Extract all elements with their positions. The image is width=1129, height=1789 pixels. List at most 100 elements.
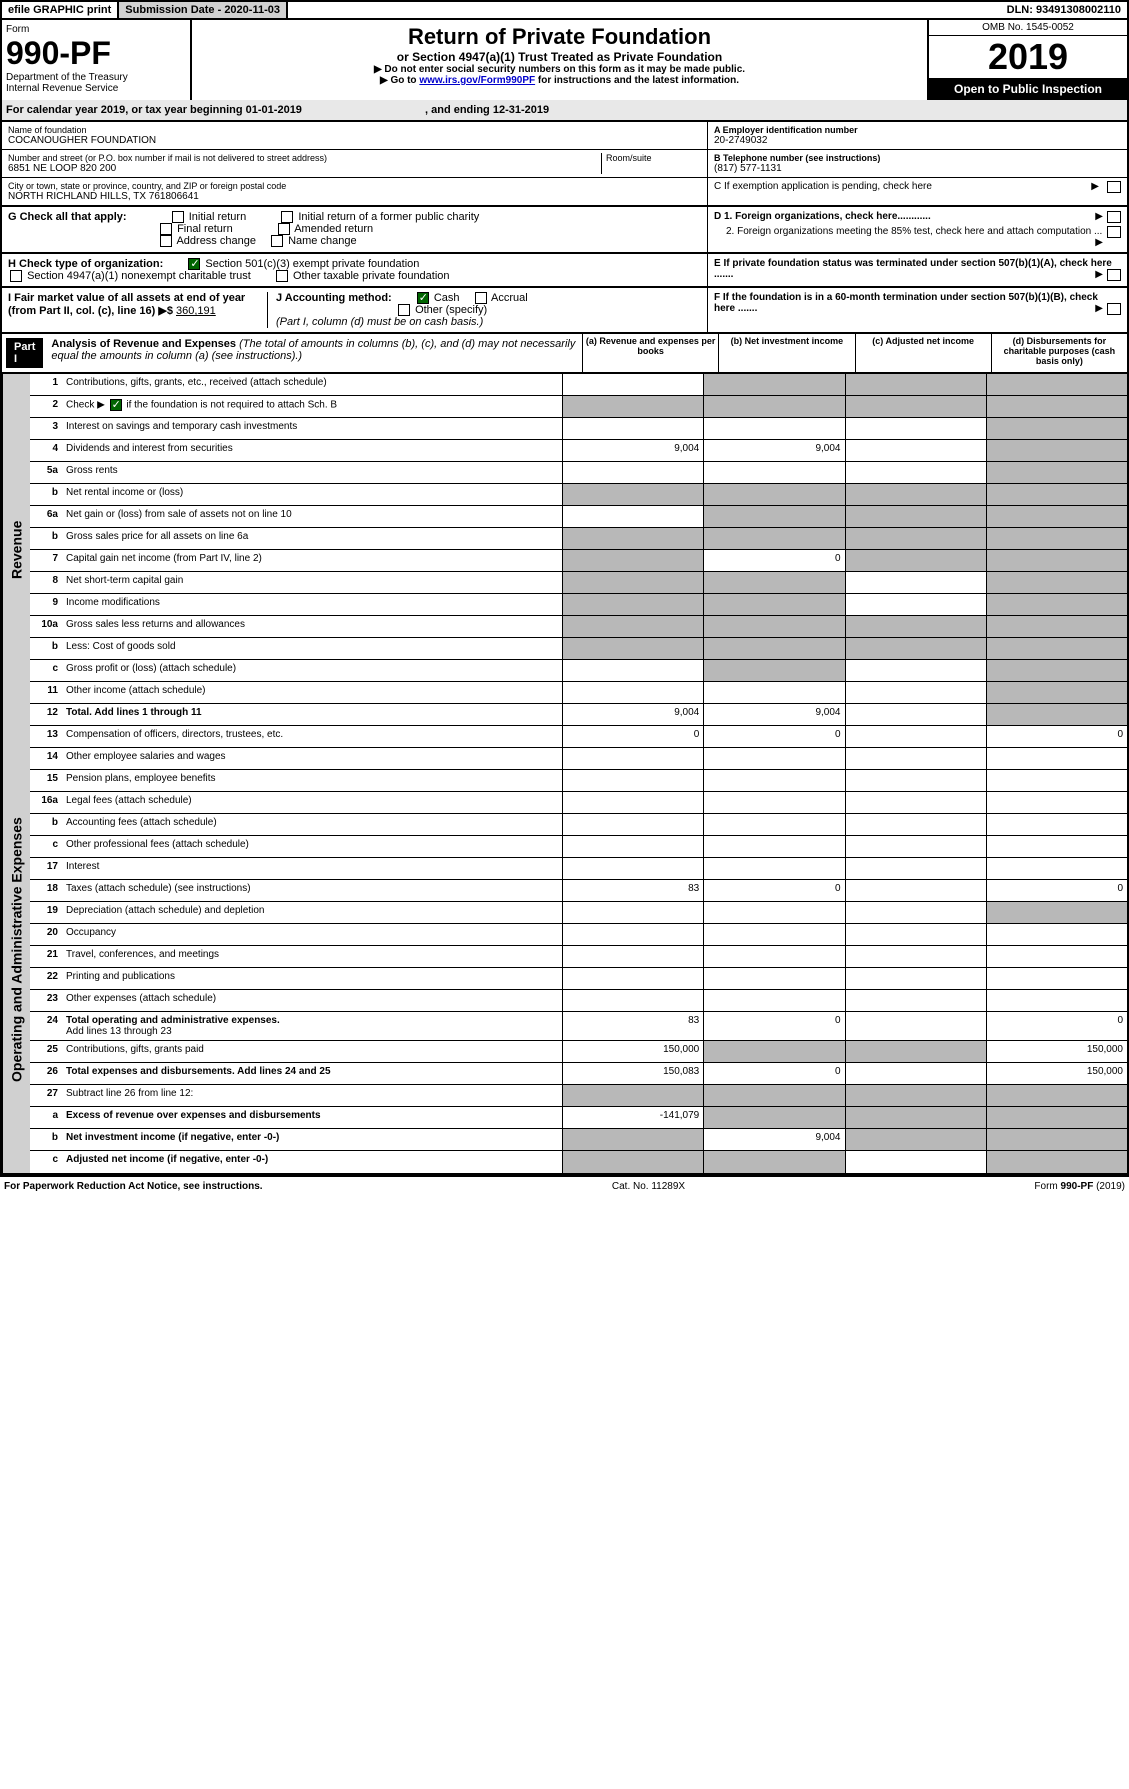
cb-4947[interactable]	[10, 270, 22, 282]
r14: Other employee salaries and wages	[62, 748, 562, 769]
cb-501c3[interactable]	[188, 258, 200, 270]
revenue-side-label: Revenue	[2, 374, 30, 726]
r27bb: 9,004	[703, 1129, 844, 1150]
r10c: Gross profit or (loss) (attach schedule)	[62, 660, 562, 681]
arrow-icon: ▶	[1095, 211, 1103, 222]
cb-namechange[interactable]	[271, 235, 283, 247]
ein-value: 20-2749032	[714, 135, 1121, 146]
r27: Subtract line 26 from line 12:	[62, 1085, 562, 1106]
footer-left: For Paperwork Reduction Act Notice, see …	[4, 1181, 263, 1192]
cb-e[interactable]	[1107, 269, 1121, 281]
r18a: 83	[562, 880, 703, 901]
r15: Pension plans, employee benefits	[62, 770, 562, 791]
ij-left: I Fair market value of all assets at end…	[2, 288, 707, 332]
r12a: 9,004	[562, 704, 703, 725]
footer-mid: Cat. No. 11289X	[612, 1181, 685, 1192]
r6b: Gross sales price for all assets on line…	[62, 528, 562, 549]
city-value: NORTH RICHLAND HILLS, TX 761806641	[8, 191, 701, 202]
r27c: Adjusted net income (if negative, enter …	[66, 1154, 268, 1165]
g-address: Address change	[176, 235, 256, 247]
addr-label: Number and street (or P.O. box number if…	[8, 153, 601, 163]
cb-d1[interactable]	[1107, 211, 1121, 223]
phone-cell: B Telephone number (see instructions) (8…	[708, 150, 1127, 178]
foundation-name: COCANOUGHER FOUNDATION	[8, 135, 701, 146]
r27aa: -141,079	[562, 1107, 703, 1128]
cb-other-tax[interactable]	[276, 270, 288, 282]
cb-address[interactable]	[160, 235, 172, 247]
cb-amended[interactable]	[278, 223, 290, 235]
r13b: 0	[703, 726, 844, 747]
r26b: 0	[703, 1063, 844, 1084]
r18b: 0	[703, 880, 844, 901]
info-left: Name of foundation COCANOUGHER FOUNDATIO…	[2, 122, 707, 205]
r8: Net short-term capital gain	[62, 572, 562, 593]
spacer	[288, 2, 1001, 18]
irs-link[interactable]: www.irs.gov/Form990PF	[419, 75, 535, 86]
col-d-header: (d) Disbursements for charitable purpose…	[991, 334, 1127, 372]
cb-initial[interactable]	[172, 211, 184, 223]
top-bar: efile GRAPHIC print Submission Date - 20…	[0, 0, 1129, 20]
c-checkbox[interactable]	[1107, 181, 1121, 193]
g-name: Name change	[288, 235, 357, 247]
phone-value: (817) 577-1131	[714, 163, 1121, 174]
f-label: F If the foundation is in a 60-month ter…	[714, 292, 1098, 314]
r13d: 0	[986, 726, 1127, 747]
e-check: E If private foundation status was termi…	[707, 254, 1127, 286]
r19: Depreciation (attach schedule) and deple…	[62, 902, 562, 923]
r18: Taxes (attach schedule) (see instruction…	[62, 880, 562, 901]
r9: Income modifications	[62, 594, 562, 615]
j-note: (Part I, column (d) must be on cash basi…	[276, 316, 483, 328]
opex-rows: 13Compensation of officers, directors, t…	[30, 726, 1127, 1173]
r12b: 9,004	[703, 704, 844, 725]
cb-f[interactable]	[1107, 303, 1121, 315]
g-checks: G Check all that apply: Initial return I…	[2, 207, 707, 252]
h-501c3: Section 501(c)(3) exempt private foundat…	[205, 258, 419, 270]
city-label: City or town, state or province, country…	[8, 181, 701, 191]
form-number: 990-PF	[6, 35, 186, 72]
r7b: 0	[703, 550, 844, 571]
d2-label: 2. Foreign organizations meeting the 85%…	[726, 226, 1102, 237]
dept: Department of the Treasury	[6, 72, 186, 83]
phone-label: B Telephone number (see instructions)	[714, 153, 1121, 163]
cb-accrual[interactable]	[475, 292, 487, 304]
opex-side-label: Operating and Administrative Expenses	[2, 726, 30, 1173]
r23: Other expenses (attach schedule)	[62, 990, 562, 1011]
r25: Contributions, gifts, grants paid	[62, 1041, 562, 1062]
efile-label[interactable]: efile GRAPHIC print	[2, 2, 119, 18]
cb-other-acct[interactable]	[398, 304, 410, 316]
r26a: 150,083	[562, 1063, 703, 1084]
calyear-end: 12-31-2019	[493, 104, 549, 116]
cb-schb[interactable]	[110, 399, 122, 411]
r13: Compensation of officers, directors, tru…	[62, 726, 562, 747]
calendar-year-row: For calendar year 2019, or tax year begi…	[0, 100, 1129, 122]
omb: OMB No. 1545-0052	[929, 20, 1127, 36]
cb-initial-former[interactable]	[281, 211, 293, 223]
r13a: 0	[562, 726, 703, 747]
footer: For Paperwork Reduction Act Notice, see …	[0, 1175, 1129, 1196]
cb-final[interactable]	[160, 223, 172, 235]
cb-cash[interactable]	[417, 292, 429, 304]
part1-title: Analysis of Revenue and Expenses	[51, 338, 236, 350]
g-check-row: G Check all that apply: Initial return I…	[0, 207, 1129, 254]
name-label: Name of foundation	[8, 125, 701, 135]
d1-label: D 1. Foreign organizations, check here..…	[714, 211, 931, 222]
header-center: Return of Private Foundation or Section …	[192, 20, 927, 100]
calyear-begin: 01-01-2019	[246, 104, 302, 116]
footer-right: Form 990-PF (2019)	[1034, 1181, 1125, 1192]
room-label: Room/suite	[606, 153, 701, 163]
info-right: A Employer identification number 20-2749…	[707, 122, 1127, 205]
j-cash: Cash	[434, 292, 460, 304]
instr2: ▶ Go to www.irs.gov/Form990PF for instru…	[196, 75, 923, 86]
h-4947: Section 4947(a)(1) nonexempt charitable …	[27, 270, 251, 282]
header-left: Form 990-PF Department of the Treasury I…	[2, 20, 192, 100]
r16b: Accounting fees (attach schedule)	[62, 814, 562, 835]
j-label: J Accounting method:	[276, 292, 392, 304]
arrow-icon: ▶	[1095, 237, 1103, 248]
info-grid: Name of foundation COCANOUGHER FOUNDATIO…	[0, 122, 1129, 207]
cb-d2[interactable]	[1107, 226, 1121, 238]
col-a-header: (a) Revenue and expenses per books	[582, 334, 718, 372]
e-label: E If private foundation status was termi…	[714, 258, 1112, 280]
part1-badge: Part I	[6, 338, 43, 368]
addr-cell: Number and street (or P.O. box number if…	[2, 150, 707, 178]
f-check: F If the foundation is in a 60-month ter…	[707, 288, 1127, 332]
